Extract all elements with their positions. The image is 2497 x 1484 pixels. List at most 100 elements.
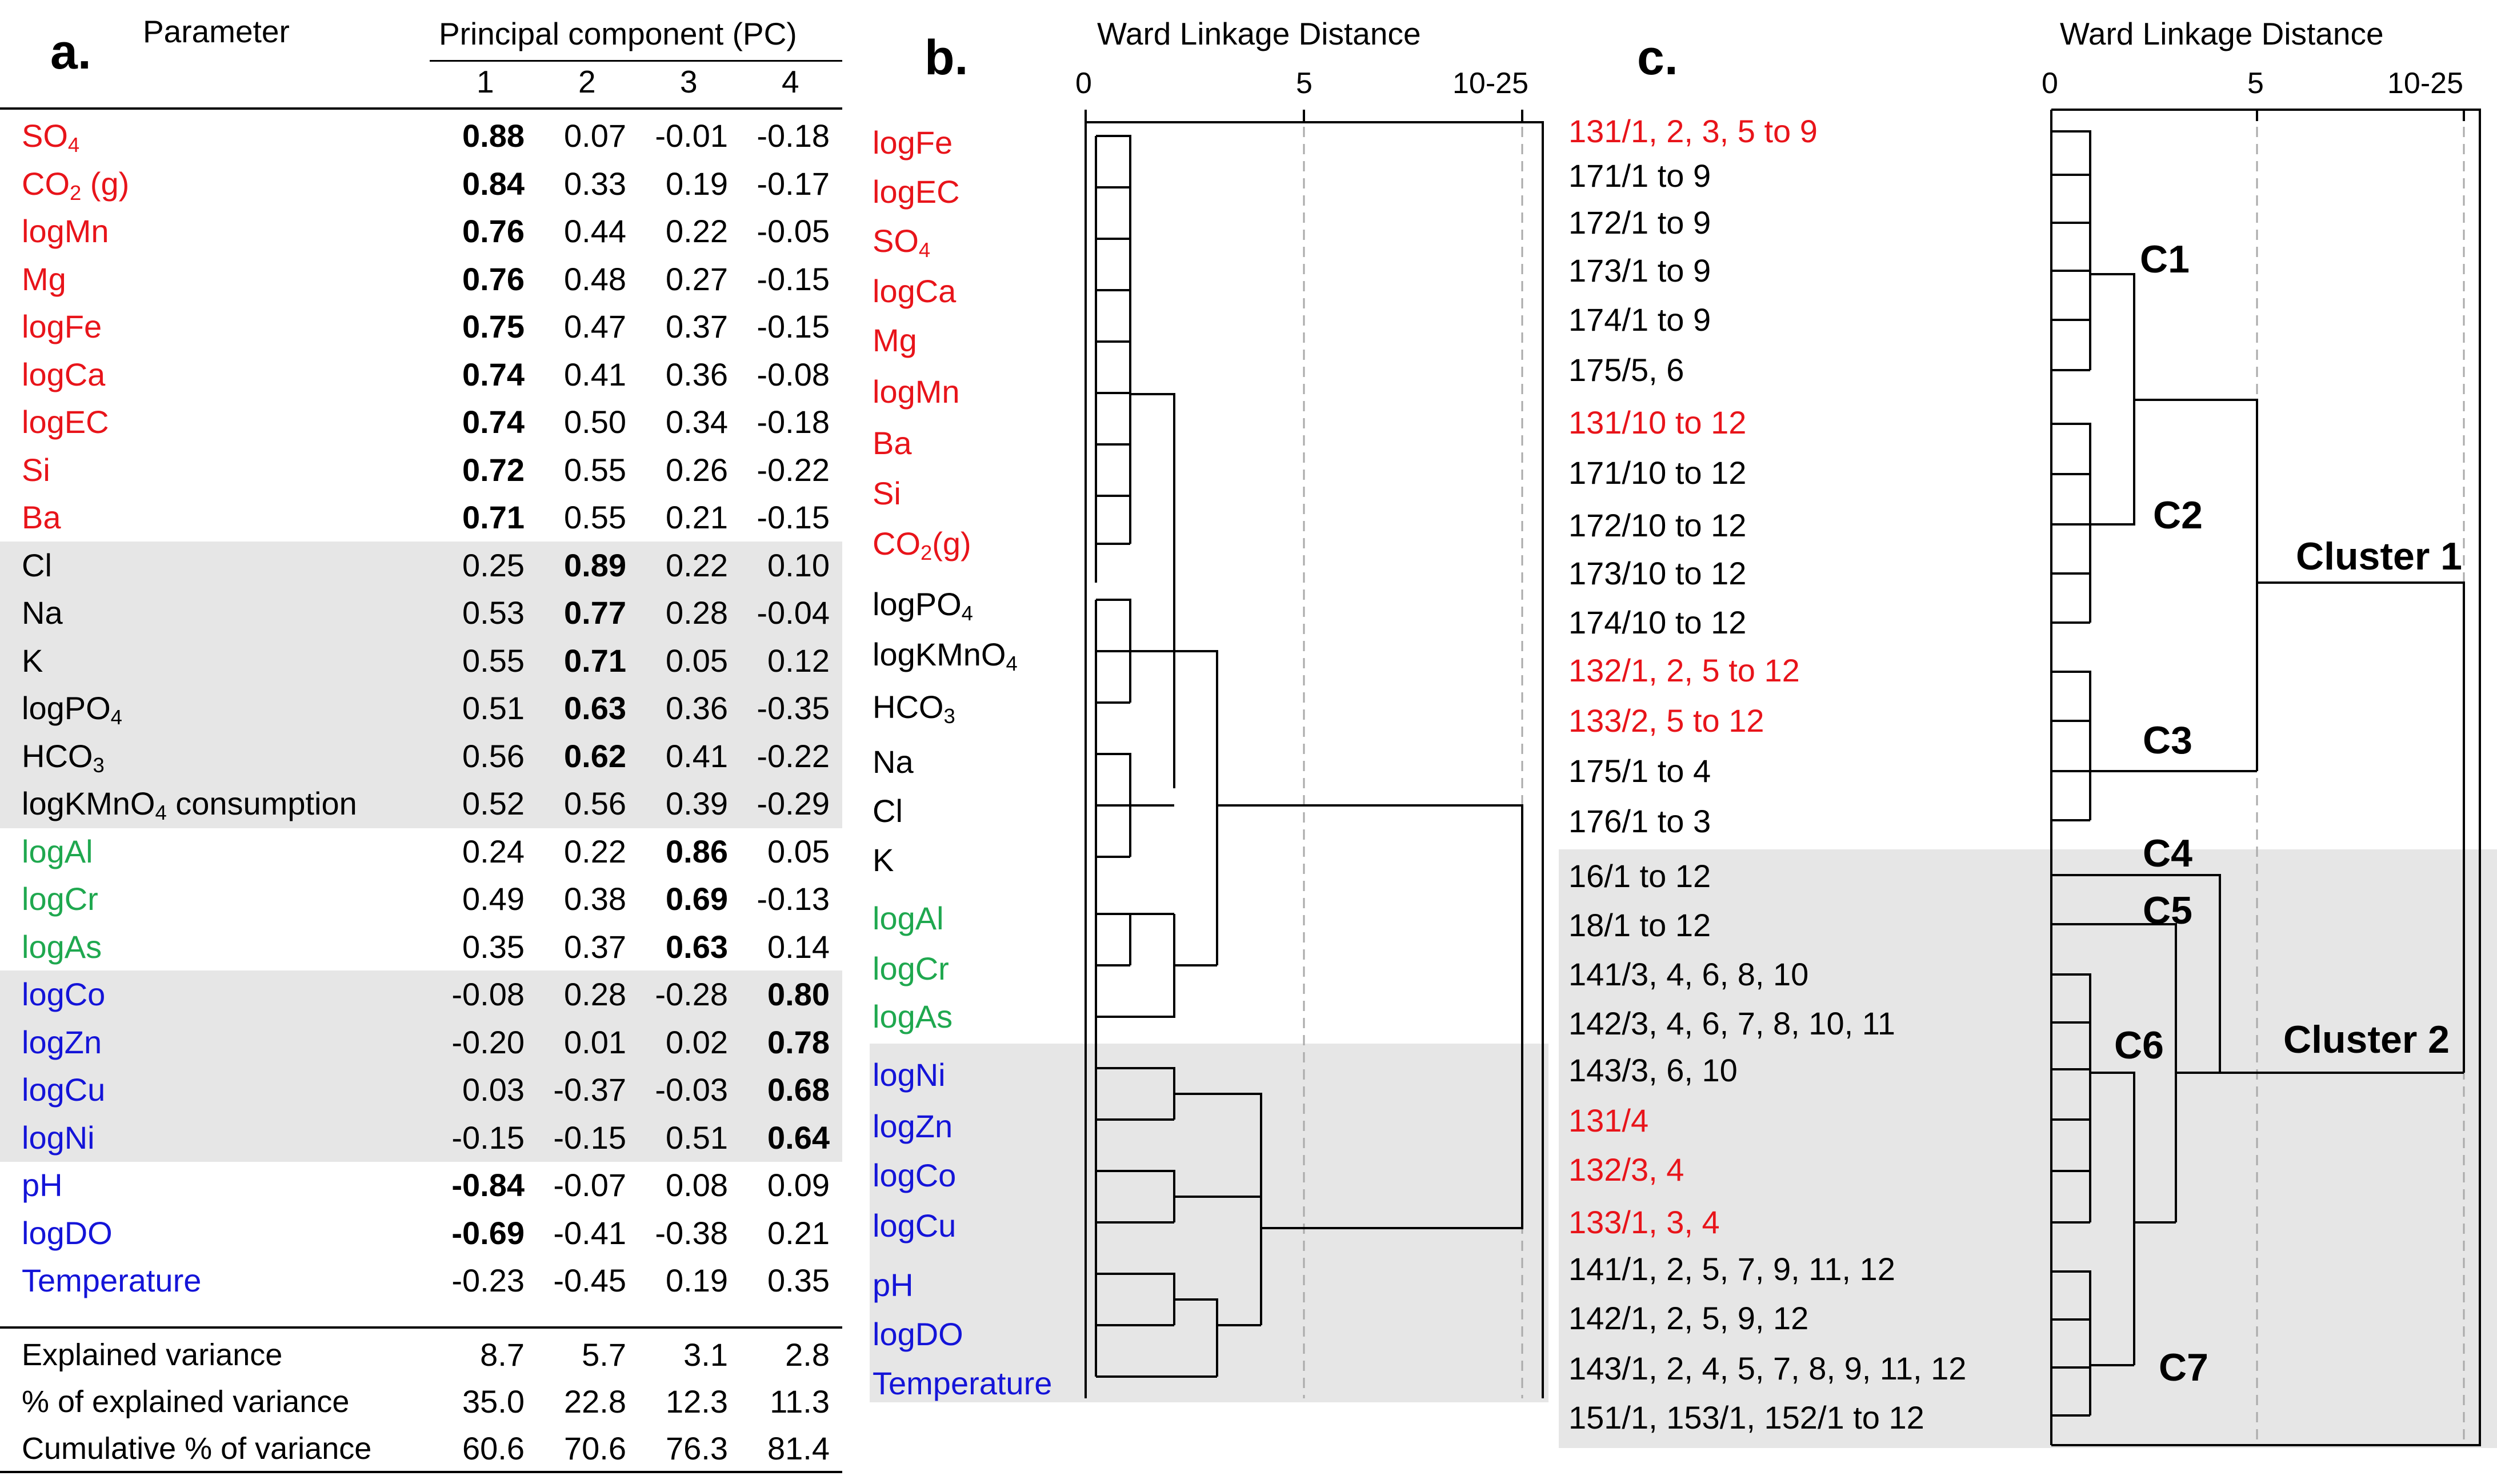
sample-label: 176/1 to 3: [1568, 803, 1711, 839]
label-text: logCo: [22, 976, 106, 1012]
parameter-header: Parameter: [143, 14, 290, 49]
label-subscript: 2: [70, 181, 82, 204]
loading-pc1: 0.76: [462, 213, 525, 249]
dendrogram-b-frame: [1085, 110, 1544, 1398]
tick-b-5: 5: [1296, 67, 1312, 100]
loading-pc4: 0.35: [767, 1262, 830, 1298]
label-text: logCr: [873, 950, 949, 986]
label-subscript: 3: [943, 704, 955, 728]
sample-label: 172/1 to 9: [1568, 204, 1711, 240]
label-text: Na: [873, 744, 914, 780]
loading-pc4: 0.78: [767, 1024, 830, 1060]
dendrogram-b-leaf: SO4: [873, 225, 930, 260]
loading-pc1: 0.52: [462, 785, 525, 821]
label-text: logEC: [22, 404, 109, 440]
label-text: logCa: [873, 273, 957, 309]
sample-label: 132/3, 4: [1568, 1152, 1684, 1188]
loading-pc2: 0.55: [564, 499, 626, 535]
label-text: logKMnO: [22, 785, 155, 821]
row-shade: [0, 636, 842, 685]
dendrogram-b-leaf: logEC: [873, 176, 960, 208]
sample-label: 141/1, 2, 5, 7, 9, 11, 12: [1568, 1251, 1895, 1287]
sample-label: 18/1 to 12: [1568, 907, 1711, 943]
loading-pc3: 0.08: [666, 1167, 728, 1203]
dendrogram-b-leaf: Temperature: [873, 1367, 1052, 1399]
loading-pc2: 0.50: [564, 404, 626, 440]
label-text: logAs: [22, 928, 102, 965]
label-text: logAs: [873, 998, 953, 1034]
loading-pc4: -0.17: [757, 165, 830, 202]
axis-title-c: Ward Linkage Distance: [2060, 16, 2384, 51]
loading-pc4: -0.22: [757, 737, 830, 774]
loading-pc2: 0.63: [564, 690, 626, 726]
sample-label: 131/1, 2, 3, 5 to 9: [1568, 113, 1818, 149]
parameter-name: logCo: [22, 970, 105, 1018]
label-text: Temperature: [873, 1365, 1053, 1401]
loading-pc1: 0.74: [462, 356, 525, 392]
sample-label: 171/10 to 12: [1568, 455, 1747, 491]
dendrogram-b-leaf: Ba: [873, 427, 912, 459]
loading-pc3: 0.41: [666, 737, 728, 774]
loading-pc1: 0.88: [462, 118, 525, 154]
loading-pc2: -0.37: [553, 1072, 626, 1108]
label-text: logFe: [22, 308, 102, 344]
label-subscript: 4: [1006, 652, 1018, 676]
parameter-name: logAs: [22, 923, 102, 971]
loading-pc2: -0.15: [553, 1119, 626, 1156]
summary-label: % of explained variance: [22, 1385, 350, 1419]
label-text: Ba: [873, 425, 912, 461]
label-suffix: consumption: [166, 785, 357, 821]
loading-pc4: -0.05: [757, 213, 830, 249]
loading-pc1: 0.55: [462, 642, 525, 679]
dendrogram-b-leaf: Cl: [873, 795, 903, 827]
loading-pc2: 0.22: [564, 833, 626, 869]
loading-pc3: 0.36: [666, 690, 728, 726]
label-text: logCu: [873, 1208, 957, 1244]
loading-pc2: 0.33: [564, 165, 626, 202]
cluster-label-c4: C4: [2143, 832, 2192, 875]
dendrogram-b-leaf: logMn: [873, 376, 960, 408]
tick-c-10-25: 10-25: [2387, 67, 2463, 100]
loading-pc2: 0.77: [564, 595, 626, 631]
sample-label: 172/10 to 12: [1568, 507, 1747, 543]
parameter-name: CO2 (g): [22, 160, 129, 208]
loading-pc2: -0.45: [553, 1262, 626, 1298]
loading-pc2: 0.56: [564, 785, 626, 821]
loading-pc3: 0.51: [666, 1119, 728, 1156]
pc-number-3: 3: [680, 64, 698, 99]
dendrogram-b-leaf: Na: [873, 746, 914, 778]
label-text: logPO: [22, 690, 111, 726]
label-subscript: 4: [110, 705, 122, 729]
loading-pc1: 0.53: [462, 595, 525, 631]
loading-pc4: 0.09: [767, 1167, 830, 1203]
cluster-label-c6: C6: [2114, 1024, 2164, 1067]
loading-pc1: -0.08: [451, 976, 525, 1012]
loading-pc3: 0.86: [666, 833, 728, 869]
loading-pc1: -0.20: [451, 1024, 525, 1060]
sample-label: 133/2, 5 to 12: [1568, 703, 1764, 739]
sample-label: 141/3, 4, 6, 8, 10: [1568, 956, 1809, 992]
parameter-name: logAl: [22, 828, 93, 876]
loading-pc2: 0.37: [564, 928, 626, 965]
parameter-name: Temperature: [22, 1257, 201, 1305]
loading-pc1: 0.56: [462, 737, 525, 774]
parameter-name: logNi: [22, 1114, 95, 1162]
loading-pc3: -0.03: [655, 1072, 728, 1108]
summary-pc2: 5.7: [582, 1337, 626, 1373]
loading-pc1: 0.03: [462, 1072, 525, 1108]
loading-pc3: 0.21: [666, 499, 728, 535]
loading-pc4: 0.68: [767, 1072, 830, 1108]
pc-number-2: 2: [578, 64, 596, 99]
loading-pc2: 0.62: [564, 737, 626, 774]
sample-label: 16/1 to 12: [1568, 858, 1711, 894]
dendrogram-b-leaf: logDO: [873, 1318, 963, 1350]
loading-pc1: -0.23: [451, 1262, 525, 1298]
label-text: Mg: [873, 322, 917, 358]
dendrogram-b-leaf: logAs: [873, 1001, 953, 1033]
label-subscript: 4: [918, 238, 931, 262]
dendrogram-b-leaf: logKMnO4: [873, 639, 1018, 674]
dendrogram-b-leaf: logNi: [873, 1059, 946, 1091]
dendrogram-b-leaf: CO2(g): [873, 528, 971, 563]
sample-label: 151/1, 153/1, 152/1 to 12: [1568, 1399, 1924, 1435]
loading-pc3: 0.37: [666, 308, 728, 344]
